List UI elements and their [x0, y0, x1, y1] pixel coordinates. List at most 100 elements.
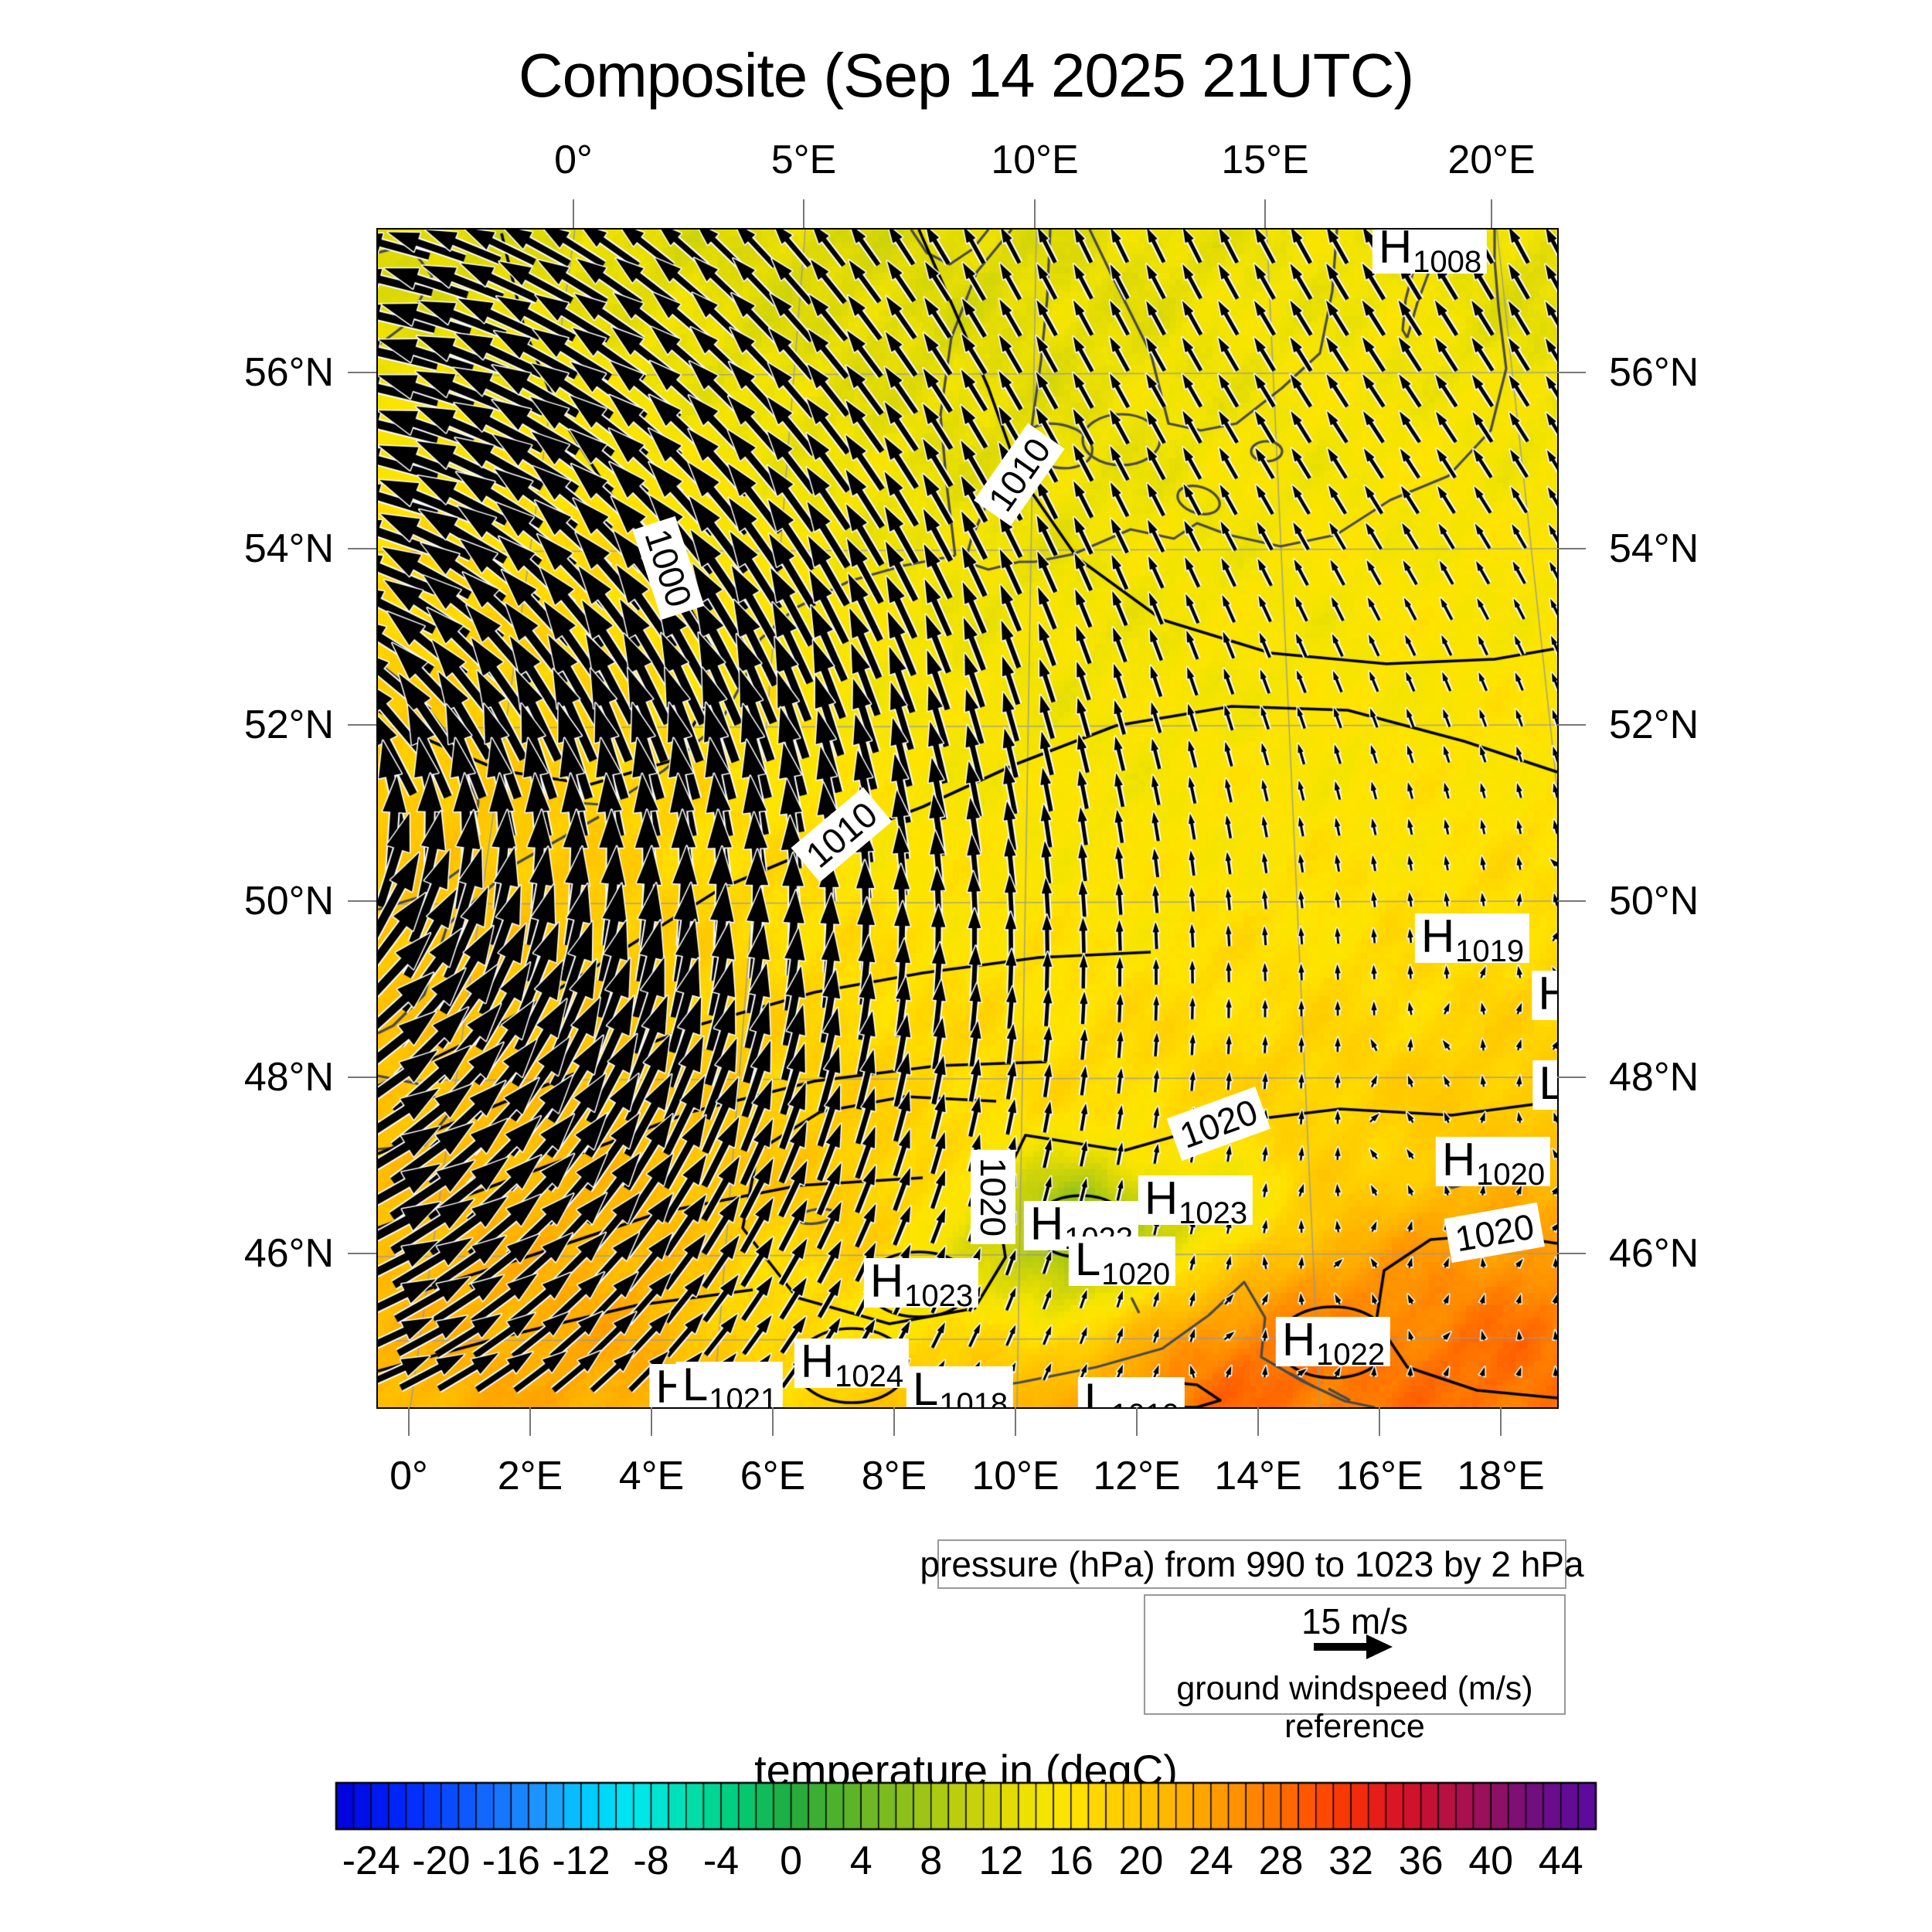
top-axis-label-0: 0°	[554, 138, 593, 182]
colorbar-tick--16: -16	[481, 1838, 540, 1883]
axis-tick	[1257, 1407, 1259, 1436]
right-axis-label-5: 46°N	[1609, 1231, 1699, 1276]
axis-tick	[573, 199, 574, 228]
pressure-value: 1008	[1413, 245, 1482, 279]
axis-tick	[803, 199, 804, 228]
pressure-letter: L	[1074, 1233, 1101, 1285]
bottom-axis-label-0: 0°	[389, 1454, 428, 1498]
colorbar-tick-4: 4	[849, 1838, 872, 1883]
axis-tick	[1500, 1407, 1502, 1436]
pressure-letter: H	[1378, 228, 1413, 273]
pressure-value: 1023	[1179, 1196, 1248, 1230]
axis-tick	[1379, 1407, 1380, 1436]
axis-tick	[1557, 724, 1586, 726]
top-axis-label-4: 20°E	[1447, 138, 1536, 182]
left-axis-label-1: 54°N	[243, 526, 334, 571]
colorbar-tick-40: 40	[1468, 1838, 1514, 1883]
wind-reference-box: 15 m/s ground windspeed (m/s) reference	[1144, 1594, 1566, 1745]
pressure-letter: L	[912, 1363, 939, 1409]
pressure-letter: H	[869, 1255, 904, 1307]
colorbar-tick-20: 20	[1118, 1838, 1164, 1883]
axis-tick	[893, 1407, 895, 1436]
axis-tick	[772, 1407, 774, 1436]
bottom-axis-label-3: 6°E	[740, 1454, 806, 1498]
pressure-center-L1020-7: L1020	[1068, 1233, 1176, 1290]
axis-tick	[348, 900, 376, 902]
pressure-value: 1019	[1111, 1398, 1179, 1407]
axis-tick	[1557, 548, 1586, 549]
pressure-caption: pressure (hPa) from 990 to 1023 by 2 hPa	[920, 1544, 1584, 1584]
pressure-letter: H	[800, 1335, 835, 1387]
pressure-center-H-2: H	[1532, 968, 1557, 1020]
pressure-center-H1023-5: H1023	[1138, 1172, 1253, 1229]
colorbar-tick--12: -12	[552, 1838, 611, 1883]
pressure-center-H1019-1: H1019	[1414, 913, 1530, 967]
axis-tick	[348, 548, 376, 549]
axis-tick	[348, 372, 376, 373]
colorbar-tick-44: 44	[1538, 1838, 1583, 1883]
top-axis-label-1: 5°E	[770, 138, 837, 182]
axis-tick	[1034, 199, 1036, 228]
bottom-axis-label-5: 10°E	[971, 1454, 1060, 1498]
axis-tick	[348, 1253, 376, 1254]
left-axis-label-0: 56°N	[243, 350, 334, 395]
right-axis-label-3: 50°N	[1609, 879, 1699, 923]
top-axis-label-2: 10°E	[991, 138, 1079, 182]
right-axis-label-2: 52°N	[1609, 702, 1699, 747]
page-title: Composite (Sep 14 2025 21UTC)	[518, 41, 1414, 110]
pressure-letter: H	[1144, 1172, 1179, 1224]
pressure-value: 1020	[1476, 1158, 1546, 1192]
pressure-letter: L	[1539, 1057, 1557, 1109]
axis-tick	[1557, 1253, 1586, 1254]
pressure-center-L1021-11: L1021	[675, 1362, 784, 1409]
map-panel: 100010101010102010201020H1008H1019HLH102…	[376, 228, 1559, 1409]
pressure-letter: H	[1538, 968, 1557, 1019]
wind-reference-caption: ground windspeed (m/s) reference	[1176, 1670, 1533, 1745]
colorbar-tick-8: 8	[920, 1838, 943, 1883]
colorbar-tick-12: 12	[978, 1838, 1024, 1883]
axis-tick	[1557, 372, 1586, 373]
arrow-shaft	[1314, 1643, 1369, 1651]
left-axis-label-3: 50°N	[243, 879, 334, 923]
pressure-value: 1021	[709, 1383, 778, 1409]
axis-tick	[529, 1407, 531, 1436]
bottom-axis-label-2: 4°E	[618, 1454, 685, 1498]
axis-tick	[1015, 1407, 1016, 1436]
axis-tick	[408, 1407, 410, 1436]
colorbar-tick-28: 28	[1258, 1838, 1304, 1883]
left-axis-label-4: 48°N	[243, 1055, 334, 1100]
axis-tick	[1491, 199, 1492, 228]
bottom-axis-label-6: 12°E	[1093, 1454, 1181, 1498]
temperature-colorbar	[335, 1781, 1597, 1831]
pressure-center-H1020-4: H1020	[1435, 1137, 1551, 1190]
weather-map-canvas	[378, 230, 1557, 1407]
colorbar-tick-16: 16	[1048, 1838, 1094, 1883]
arrow-head	[1366, 1634, 1393, 1659]
pressure-letter: L	[1083, 1374, 1111, 1409]
wind-reference-speed: 15 m/s	[1301, 1601, 1409, 1641]
bottom-axis-label-8: 16°E	[1335, 1454, 1423, 1498]
pressure-value: 1018	[939, 1387, 1009, 1409]
colorbar-tick-32: 32	[1328, 1838, 1373, 1883]
pressure-value: 1019	[1455, 934, 1525, 968]
axis-tick	[348, 1077, 376, 1078]
pressure-center-L1018-12: L1018	[906, 1363, 1014, 1409]
colorbar-tick--8: -8	[633, 1838, 669, 1883]
pressure-center-H1008-0: H1008	[1372, 228, 1488, 277]
axis-tick	[651, 1407, 652, 1436]
colorbar-tick-0: 0	[780, 1838, 803, 1883]
axis-tick	[1557, 900, 1586, 902]
colorbar-tick-24: 24	[1189, 1838, 1233, 1883]
pressure-value: 1020	[1101, 1257, 1171, 1291]
right-axis-label-1: 54°N	[1609, 526, 1699, 571]
colorbar-tick-36: 36	[1398, 1838, 1444, 1883]
bottom-axis-label-1: 2°E	[497, 1454, 563, 1498]
right-axis-label-0: 56°N	[1609, 350, 1699, 395]
bottom-axis-label-9: 18°E	[1457, 1454, 1545, 1498]
pressure-letter: H	[1281, 1314, 1316, 1366]
contour-label-1020-4: 1020	[971, 1149, 1015, 1245]
axis-tick	[1136, 1407, 1138, 1436]
axis-tick	[1557, 1077, 1586, 1078]
pressure-value: 1023	[904, 1279, 974, 1313]
